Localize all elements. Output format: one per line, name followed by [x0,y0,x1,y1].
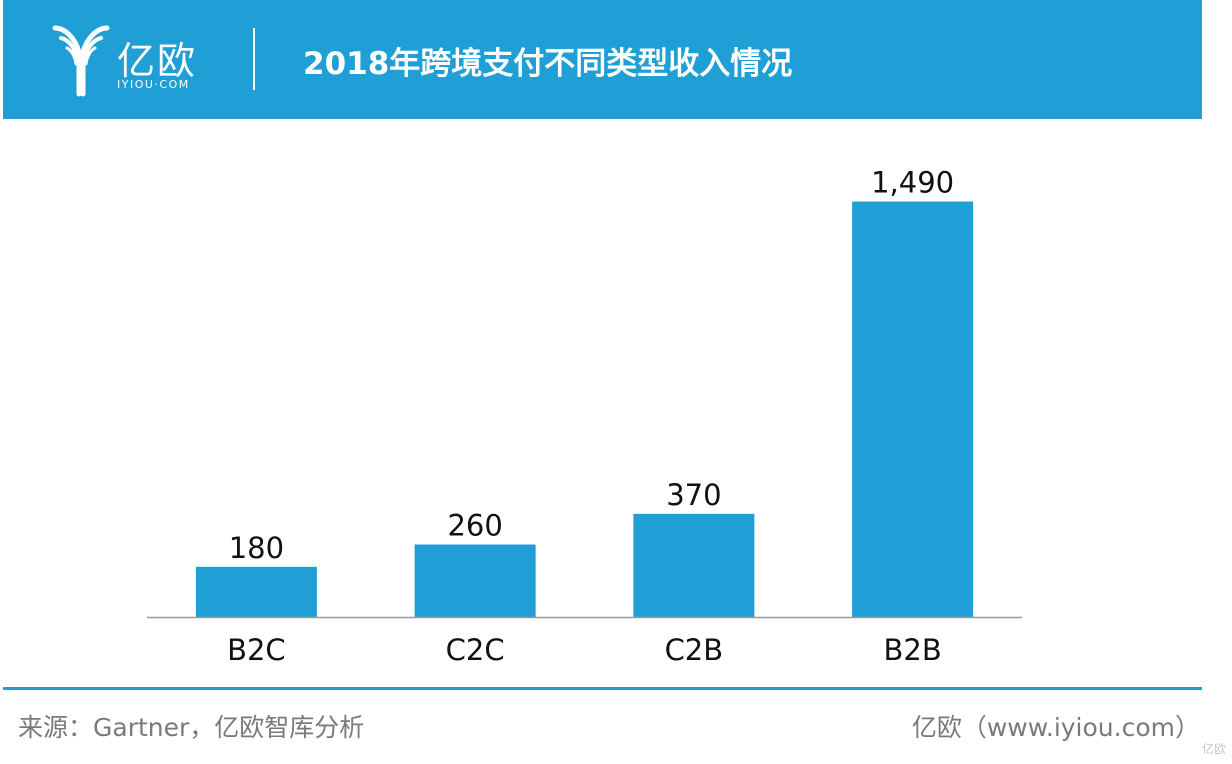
bar-b2c [195,566,317,617]
bar-b2b [852,201,974,617]
credit-note: 亿欧（www.iyiou.com） [911,713,1200,742]
x-tick-label-b2b: B2B [884,633,942,667]
logo: 亿欧 IYIOU·COM [51,22,221,98]
bar-chart: 180 B2C 260 C2C 370 C2B 1,490 B2B [0,119,1232,689]
header-divider [253,28,255,90]
bar-chart-svg: 180 B2C 260 C2C 370 C2B 1,490 B2B [147,166,1022,667]
x-tick-label-c2c: C2C [446,633,505,667]
logo-y-icon [52,25,110,97]
x-tick-label-b2c: B2C [227,633,286,667]
bar-c2c [414,544,536,617]
data-label-b2b: 1,490 [871,166,954,200]
source-note: 来源：Gartner，亿欧智库分析 [18,713,365,742]
logo-subtext: IYIOU·COM [117,78,190,91]
footer-rule [3,687,1202,690]
data-label-c2c: 260 [447,509,502,543]
header-banner: 亿欧 IYIOU·COM 2018年跨境支付不同类型收入情况 [3,0,1202,119]
page-title: 2018年跨境支付不同类型收入情况 [303,46,793,82]
bar-c2b [633,513,755,617]
x-tick-label-c2b: C2B [665,633,724,667]
watermark: 亿欧 [1201,742,1226,756]
logo-text: 亿欧 [117,39,198,83]
data-label-c2b: 370 [666,478,721,512]
data-label-b2c: 180 [229,531,284,565]
